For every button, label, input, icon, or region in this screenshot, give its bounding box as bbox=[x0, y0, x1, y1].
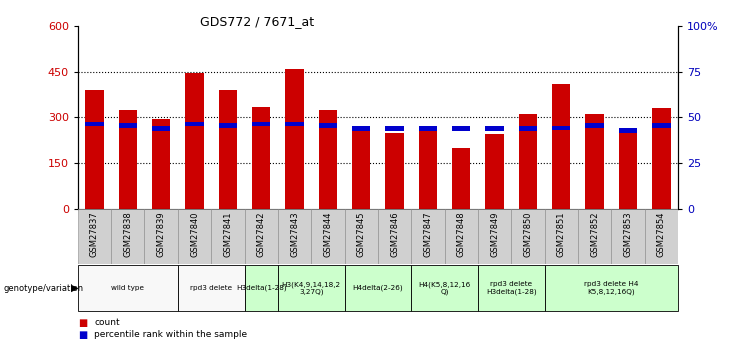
FancyBboxPatch shape bbox=[144, 209, 178, 264]
Bar bbox=[452, 126, 471, 131]
Bar bbox=[152, 126, 170, 131]
FancyBboxPatch shape bbox=[311, 209, 345, 264]
Text: GSM27847: GSM27847 bbox=[423, 211, 433, 257]
Bar bbox=[85, 90, 104, 209]
Text: percentile rank within the sample: percentile rank within the sample bbox=[94, 330, 247, 339]
FancyBboxPatch shape bbox=[78, 265, 178, 311]
Text: ▶: ▶ bbox=[71, 283, 79, 293]
FancyBboxPatch shape bbox=[278, 209, 311, 264]
Bar bbox=[119, 124, 137, 128]
Bar bbox=[552, 126, 571, 130]
FancyBboxPatch shape bbox=[445, 209, 478, 264]
Bar bbox=[452, 148, 471, 209]
Bar bbox=[552, 84, 571, 209]
FancyBboxPatch shape bbox=[345, 265, 411, 311]
FancyBboxPatch shape bbox=[411, 265, 478, 311]
Text: GSM27846: GSM27846 bbox=[390, 211, 399, 257]
Bar bbox=[619, 128, 637, 132]
Bar bbox=[319, 124, 337, 128]
FancyBboxPatch shape bbox=[511, 209, 545, 264]
Text: ■: ■ bbox=[78, 318, 87, 327]
Bar bbox=[519, 114, 537, 209]
Text: GSM27850: GSM27850 bbox=[523, 211, 533, 257]
Bar bbox=[152, 119, 170, 209]
Text: GSM27840: GSM27840 bbox=[190, 211, 199, 257]
Text: rpd3 delete: rpd3 delete bbox=[190, 285, 232, 291]
Text: GSM27839: GSM27839 bbox=[156, 211, 166, 257]
Bar bbox=[385, 132, 404, 209]
Text: genotype/variation: genotype/variation bbox=[4, 284, 84, 293]
Text: GSM27845: GSM27845 bbox=[356, 211, 366, 257]
FancyBboxPatch shape bbox=[178, 209, 211, 264]
Text: GDS772 / 7671_at: GDS772 / 7671_at bbox=[200, 16, 314, 29]
FancyBboxPatch shape bbox=[78, 209, 111, 264]
FancyBboxPatch shape bbox=[278, 265, 345, 311]
Text: wild type: wild type bbox=[111, 285, 144, 291]
Text: GSM27854: GSM27854 bbox=[657, 211, 666, 257]
Text: GSM27853: GSM27853 bbox=[623, 211, 633, 257]
Bar bbox=[219, 124, 237, 128]
FancyBboxPatch shape bbox=[178, 265, 245, 311]
Text: H3(K4,9,14,18,2
3,27Q): H3(K4,9,14,18,2 3,27Q) bbox=[282, 281, 341, 295]
Bar bbox=[585, 124, 604, 128]
FancyBboxPatch shape bbox=[378, 209, 411, 264]
FancyBboxPatch shape bbox=[245, 209, 278, 264]
Bar bbox=[485, 134, 504, 209]
Text: GSM27841: GSM27841 bbox=[223, 211, 233, 257]
FancyBboxPatch shape bbox=[478, 265, 545, 311]
FancyBboxPatch shape bbox=[245, 265, 278, 311]
Text: H4(K5,8,12,16
Q): H4(K5,8,12,16 Q) bbox=[419, 281, 471, 295]
FancyBboxPatch shape bbox=[345, 209, 378, 264]
Text: rpd3 delete H4
K5,8,12,16Q): rpd3 delete H4 K5,8,12,16Q) bbox=[584, 281, 639, 295]
Bar bbox=[352, 126, 370, 131]
Bar bbox=[652, 108, 671, 209]
Text: GSM27844: GSM27844 bbox=[323, 211, 333, 257]
FancyBboxPatch shape bbox=[111, 209, 144, 264]
Bar bbox=[519, 126, 537, 131]
Bar bbox=[485, 126, 504, 131]
Bar bbox=[185, 122, 204, 126]
Text: GSM27843: GSM27843 bbox=[290, 211, 299, 257]
FancyBboxPatch shape bbox=[611, 209, 645, 264]
Text: GSM27852: GSM27852 bbox=[590, 211, 599, 257]
Text: GSM27842: GSM27842 bbox=[256, 211, 266, 257]
FancyBboxPatch shape bbox=[545, 209, 578, 264]
Text: rpd3 delete
H3delta(1-28): rpd3 delete H3delta(1-28) bbox=[486, 281, 536, 295]
Bar bbox=[352, 128, 370, 209]
FancyBboxPatch shape bbox=[411, 209, 445, 264]
Bar bbox=[252, 122, 270, 126]
FancyBboxPatch shape bbox=[211, 209, 245, 264]
Text: H4delta(2-26): H4delta(2-26) bbox=[353, 285, 403, 291]
Text: H3delta(1-28): H3delta(1-28) bbox=[236, 285, 287, 291]
Bar bbox=[419, 131, 437, 209]
Bar bbox=[219, 90, 237, 209]
Bar bbox=[385, 126, 404, 131]
Bar bbox=[252, 107, 270, 209]
FancyBboxPatch shape bbox=[578, 209, 611, 264]
Text: ■: ■ bbox=[78, 330, 87, 339]
Text: GSM27849: GSM27849 bbox=[490, 211, 499, 257]
Bar bbox=[419, 126, 437, 131]
Bar bbox=[185, 73, 204, 209]
FancyBboxPatch shape bbox=[645, 209, 678, 264]
Bar bbox=[285, 122, 304, 126]
FancyBboxPatch shape bbox=[545, 265, 678, 311]
Text: GSM27851: GSM27851 bbox=[556, 211, 566, 257]
Text: GSM27848: GSM27848 bbox=[456, 211, 466, 257]
Bar bbox=[119, 110, 137, 209]
FancyBboxPatch shape bbox=[478, 209, 511, 264]
Bar bbox=[585, 114, 604, 209]
Bar bbox=[85, 122, 104, 126]
Text: GSM27837: GSM27837 bbox=[90, 211, 99, 257]
Text: GSM27838: GSM27838 bbox=[123, 211, 133, 257]
Bar bbox=[619, 132, 637, 209]
Bar bbox=[319, 110, 337, 209]
Text: count: count bbox=[94, 318, 120, 327]
Bar bbox=[285, 69, 304, 209]
Bar bbox=[652, 124, 671, 128]
